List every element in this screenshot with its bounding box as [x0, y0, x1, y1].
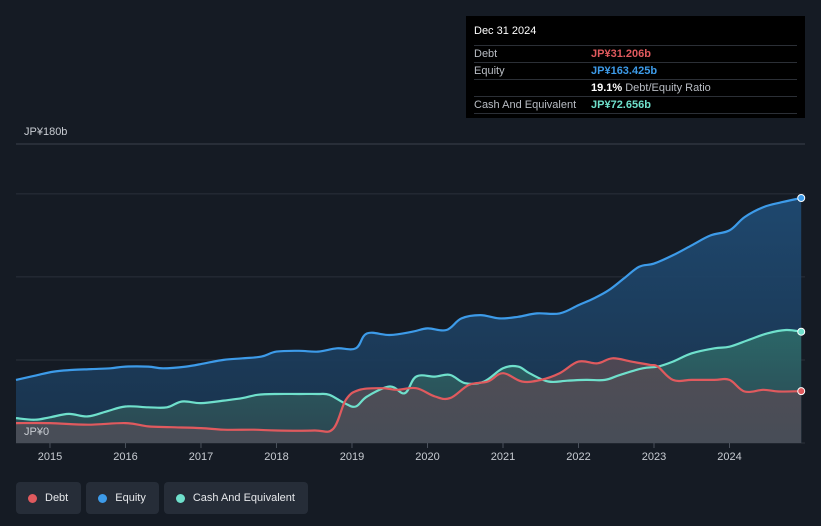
equity-line: [15, 196, 802, 381]
series-lines: [15, 196, 802, 433]
x-tick-label: 2023: [642, 451, 666, 463]
debt-endpoint: [797, 387, 806, 396]
x-tick-label: 2018: [264, 451, 288, 463]
legend-cash-dot-icon: [175, 493, 185, 503]
tooltip-cash-value: JP¥72.656b: [591, 99, 651, 111]
x-tick-label: 2017: [189, 451, 213, 463]
tooltip-cash-label: Cash And Equivalent: [474, 99, 577, 111]
tooltip-equity-label: Equity: [474, 65, 505, 77]
x-tick-label: 2016: [113, 451, 137, 463]
legend-item-equity[interactable]: Equity: [86, 482, 159, 514]
legend-debt-label: Debt: [45, 492, 69, 504]
legend-cash-label: Cash And Equivalent: [192, 492, 295, 504]
y-axis-top-label: JP¥180b: [24, 126, 67, 138]
x-tick-label: 2019: [340, 451, 364, 463]
x-tick-label: 2015: [38, 451, 62, 463]
legend-item-cash[interactable]: Cash And Equivalent: [163, 482, 308, 514]
cash-and-equivalent-endpoint: [797, 327, 806, 336]
tooltip-row-debt: Debt JP¥31.206b: [474, 46, 797, 63]
legend-debt-dot-icon: [28, 493, 37, 503]
y-axis-bottom-label: JP¥0: [24, 426, 49, 438]
x-tick-label: 2020: [415, 451, 439, 463]
legend-item-debt[interactable]: Debt: [16, 482, 82, 514]
tooltip-date: Dec 31 2024: [474, 24, 797, 46]
cash-and-equivalent-line: [15, 328, 802, 421]
chart-legend: Debt Equity Cash And Equivalent: [16, 482, 308, 514]
tooltip-ratio-label: Debt/Equity Ratio: [625, 82, 711, 94]
tooltip-row-equity: Equity JP¥163.425b: [474, 63, 797, 80]
tooltip-ratio-value: 19.1%: [591, 82, 623, 94]
x-tick-label: 2024: [717, 451, 741, 463]
x-tick-label: 2022: [566, 451, 590, 463]
tooltip-debt-value: JP¥31.206b: [591, 48, 651, 60]
tooltip-equity-value: JP¥163.425b: [591, 65, 658, 77]
tooltip-debt-label: Debt: [474, 48, 498, 60]
series-endpoints: [797, 193, 806, 396]
x-axis-ticks: 2015 2016 2017 2018 2019 2020 2021 2022 2023 2024: [38, 443, 742, 463]
data-tooltip: Dec 31 2024 Debt JP¥31.206b Equity JP¥16…: [466, 16, 805, 118]
x-tick-label: 2021: [491, 451, 515, 463]
legend-equity-dot-icon: [98, 493, 108, 503]
debt-line: [15, 357, 802, 433]
legend-equity-label: Equity: [115, 492, 146, 504]
tooltip-row-ratio: 19.1% Debt/Equity Ratio: [474, 80, 797, 97]
equity-endpoint: [797, 193, 806, 202]
tooltip-row-cash: Cash And Equivalent JP¥72.656b: [474, 97, 797, 114]
